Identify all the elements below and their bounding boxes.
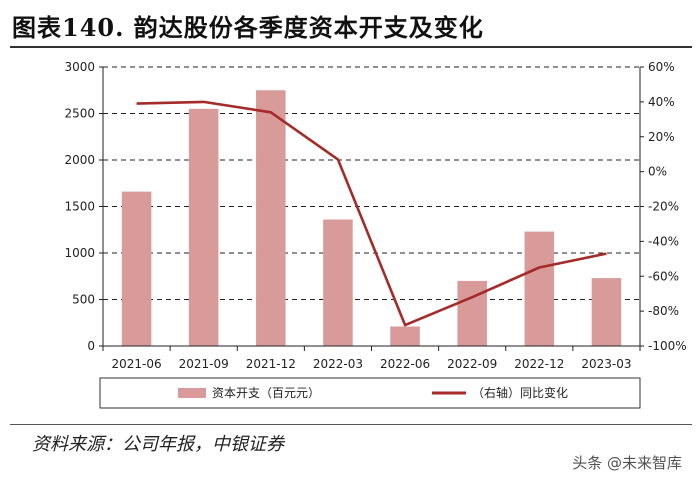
left-tick-label: 500	[72, 293, 95, 307]
left-tick-label: 0	[87, 339, 95, 353]
right-tick-label: 60%	[648, 60, 675, 74]
bottom-rule	[10, 424, 692, 425]
right-tick-label: 40%	[648, 95, 675, 109]
legend-bar-swatch	[178, 388, 206, 398]
axes: 0 500 1000 1500 2000 2500 3000 -100% -80% -60% -40…	[64, 60, 686, 371]
x-tick-label: 2022-06	[380, 357, 430, 371]
right-tick-label: 20%	[648, 130, 675, 144]
legend-box	[99, 377, 641, 409]
bar-2021-06	[121, 191, 152, 346]
left-tick-label: 2000	[64, 153, 95, 167]
bar-2022-06	[390, 326, 420, 346]
left-tick-label: 3000	[64, 60, 95, 74]
bar-2023-03	[591, 278, 622, 346]
legend: 资本开支（百元元） （右轴）同比变化	[99, 377, 641, 409]
x-tick-label: 2022-12	[514, 357, 564, 371]
bar-2022-03	[323, 219, 353, 346]
legend-bar-label: 资本开支（百元元）	[212, 386, 320, 400]
x-tick-label: 2023-03	[581, 357, 631, 371]
bar-2021-09	[188, 108, 219, 346]
right-tick-label: -40%	[648, 234, 679, 248]
bar-series	[121, 90, 622, 346]
right-tick-label: -60%	[648, 269, 679, 283]
left-tick-label: 2500	[64, 107, 95, 121]
source-note: 资料来源：公司年报，中银证券	[32, 434, 284, 455]
page-title: 图表140. 韵达股份各季度资本开支及变化	[12, 13, 484, 42]
x-tick-label: 2022-03	[313, 357, 363, 371]
legend-line-label: （右轴）同比变化	[472, 385, 568, 400]
bar-2022-12	[524, 231, 555, 346]
chart: 0 500 1000 1500 2000 2500 3000 -100% -80% -60% -40…	[64, 60, 687, 409]
watermark: 头条 @未来智库	[572, 454, 682, 472]
left-tick-label: 1000	[64, 246, 95, 260]
x-tick-label: 2021-12	[246, 357, 296, 371]
right-tick-label: -20%	[648, 200, 679, 214]
yoy-change-line	[136, 100, 607, 327]
right-tick-label: 0%	[648, 165, 667, 179]
left-tick-label: 1500	[64, 200, 95, 214]
bar-2022-09	[457, 280, 487, 346]
x-tick-label: 2021-06	[111, 357, 161, 371]
bar-2021-12	[256, 90, 286, 346]
title-rule	[10, 46, 692, 48]
right-tick-label: -80%	[648, 304, 679, 318]
line-series	[136, 100, 607, 327]
right-tick-label: -100%	[648, 339, 687, 353]
x-tick-label: 2022-09	[447, 357, 497, 371]
x-tick-label: 2021-09	[179, 357, 229, 371]
